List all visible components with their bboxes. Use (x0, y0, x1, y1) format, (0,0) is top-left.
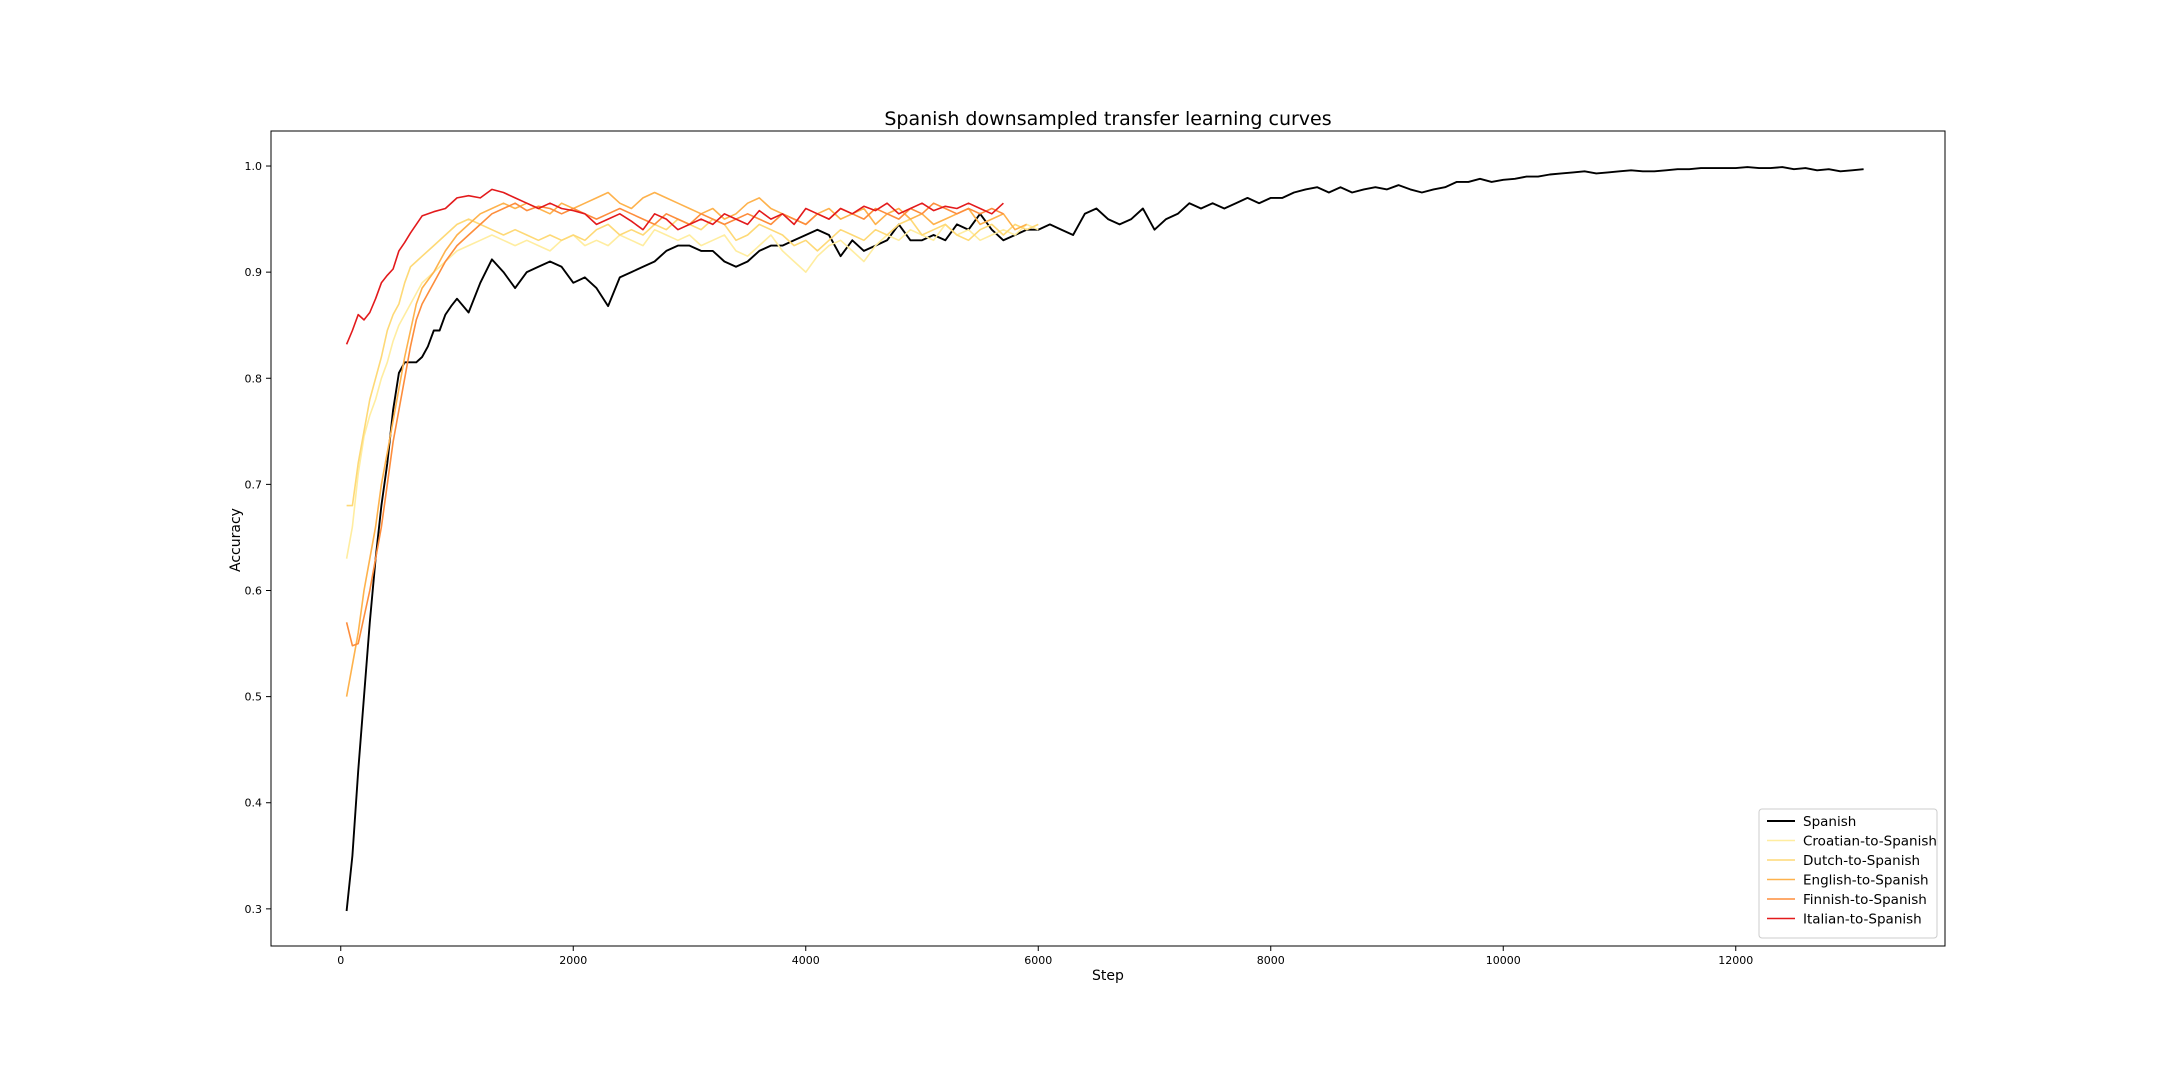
y-tick-label: 0.5 (245, 691, 263, 704)
x-tick-label: 0 (337, 954, 344, 967)
y-tick-label: 0.6 (245, 584, 263, 597)
y-tick-label: 0.8 (245, 372, 263, 385)
x-tick-label: 6000 (1024, 954, 1052, 967)
legend: Spanish Croatian-to-Spanish Dutch-to-Spani… (1758, 808, 1938, 939)
chart-title: Spanish downsampled transfer learning cu… (884, 108, 1331, 130)
x-tick-label: 4000 (792, 954, 820, 967)
legend-label: Dutch-to-Spanish (1803, 853, 1920, 869)
series-line-croatian-to-spanish (345, 223, 1039, 559)
series-line-italian-to-spanish (345, 188, 1004, 345)
x-tick-label: 8000 (1257, 954, 1285, 967)
legend-box (1758, 808, 1938, 939)
x-tick-label: 10000 (1486, 954, 1521, 967)
y-tick-label: 1.0 (245, 160, 263, 173)
series-line-spanish (345, 166, 1864, 912)
y-axis-label: Accuracy (228, 508, 244, 572)
legend-label: Croatian-to-Spanish (1803, 834, 1937, 850)
plot-frame (270, 130, 1946, 947)
legend-label: Italian-to-Spanish (1803, 912, 1922, 928)
legend-label: Finnish-to-Spanish (1803, 892, 1927, 908)
y-tick-label: 0.3 (245, 903, 263, 916)
legend-label: English-to-Spanish (1803, 873, 1929, 889)
series-line-finnish-to-spanish (345, 202, 1004, 647)
series-line-english-to-spanish (345, 191, 1027, 697)
x-tick-label: 2000 (559, 954, 587, 967)
x-axis-label: Step (1092, 968, 1124, 984)
y-tick-label: 0.4 (245, 797, 263, 810)
legend-label: Spanish (1803, 814, 1856, 830)
x-tick-label: 12000 (1718, 954, 1753, 967)
y-tick-label: 0.9 (245, 266, 263, 279)
y-tick-label: 0.7 (245, 478, 263, 491)
